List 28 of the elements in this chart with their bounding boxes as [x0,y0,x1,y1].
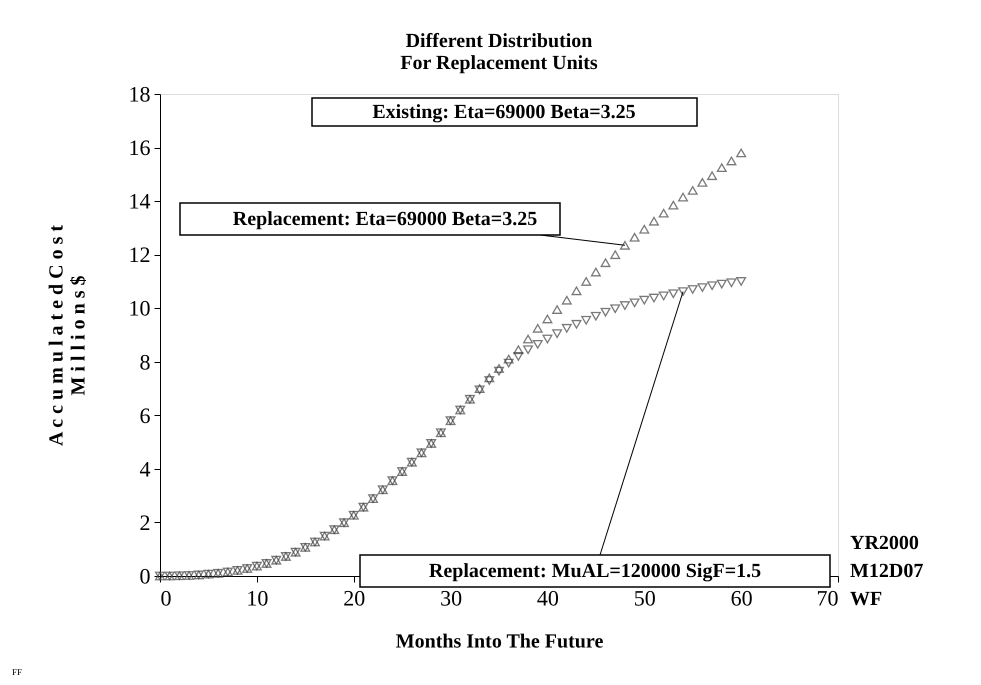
y-axis-title: A c c u m u l a t e d C o s t M i l l i o n s $ [46,224,90,446]
annotation: Replacement: Eta=69000 Beta=3.25 [232,208,538,230]
y-tick-label: 14 [128,188,150,214]
y-tick-label: 16 [128,135,150,160]
x-tick-label: 10 [246,586,268,610]
annotation: Existing: Eta=69000 Beta=3.25 [372,101,636,123]
y-tick-label: 18 [128,82,150,106]
x-tick-label: 20 [343,586,366,610]
y-tick-label: 2 [140,510,150,535]
chart-title: Different Distribution For Replacement Units [400,30,598,74]
text: FF [12,667,22,677]
text: M12D07 [850,560,924,582]
y-tick-label: 10 [128,296,150,321]
text: YR2000 [850,532,919,554]
y-tick-label: 4 [140,456,150,482]
x-tick-label: 0 [160,586,172,610]
y-tick-label: 8 [140,349,150,374]
x-axis-title: Months Into The Future [396,630,604,652]
x-tick-label: 50 [634,586,656,610]
y-tick-label: 12 [128,242,150,268]
y-tick-label: 0 [140,564,150,588]
y-tick-label: 6 [140,402,150,428]
x-tick-label: 70 [816,586,838,610]
annotation: Replacement: MuAL=120000 SigF=1.5 [428,560,762,582]
x-tick-label: 30 [440,586,462,610]
x-tick-label: 40 [536,586,559,610]
x-tick-label: 60 [730,586,753,610]
text: WF [850,588,882,610]
